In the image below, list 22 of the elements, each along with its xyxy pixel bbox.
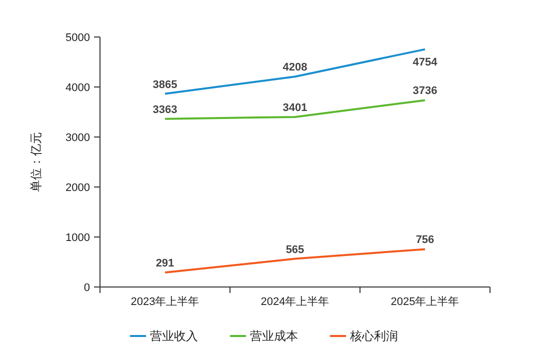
data-label: 756: [416, 234, 434, 246]
y-tick-label: 0: [84, 282, 90, 294]
y-tick-label: 5000: [66, 32, 90, 44]
x-tick-label: 2023年上半年: [130, 295, 200, 308]
data-label: 4208: [282, 62, 308, 74]
y-tick-label: 1000: [66, 232, 90, 244]
data-label: 3363: [152, 104, 178, 116]
x-tick-label: 2025年上半年: [390, 295, 460, 308]
legend-label: 营业成本: [250, 329, 298, 343]
y-axis-title: 单位：亿元: [29, 132, 43, 192]
x-tick-label: 2024年上半年: [260, 295, 330, 308]
y-tick-label: 4000: [66, 82, 90, 94]
y-tick-label: 2000: [66, 182, 90, 194]
y-tick-label: 3000: [66, 132, 90, 144]
data-label: 565: [286, 244, 304, 256]
data-label: 4754: [412, 56, 438, 68]
data-label: 3736: [412, 85, 438, 98]
data-label: 3865: [152, 78, 178, 91]
data-label: 291: [156, 257, 174, 270]
data-label: 3401: [282, 102, 308, 114]
legend-label: 核心利润: [349, 329, 398, 343]
legend-label: 营业收入: [150, 329, 198, 343]
